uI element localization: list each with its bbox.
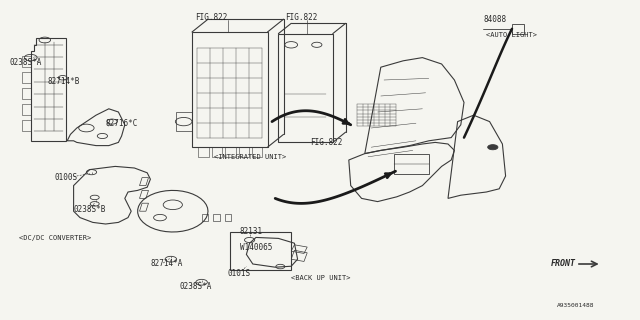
Bar xyxy=(22,72,31,83)
Text: FRONT: FRONT xyxy=(551,260,576,268)
Bar xyxy=(230,232,291,270)
Text: 0238S*A: 0238S*A xyxy=(10,58,42,67)
Text: <INTEGRATED UNIT>: <INTEGRATED UNIT> xyxy=(214,154,287,160)
Text: <BACK UP UNIT>: <BACK UP UNIT> xyxy=(291,276,351,281)
Bar xyxy=(22,120,31,131)
Text: FIG.822: FIG.822 xyxy=(195,13,228,22)
Bar xyxy=(225,147,236,157)
Bar xyxy=(212,147,222,157)
Bar xyxy=(512,24,524,34)
Text: 82131: 82131 xyxy=(240,228,263,236)
Text: 0100S: 0100S xyxy=(54,173,77,182)
Text: 82714*A: 82714*A xyxy=(150,260,183,268)
Bar xyxy=(22,104,31,115)
Text: <DC/DC CONVERTER>: <DC/DC CONVERTER> xyxy=(19,236,92,241)
Text: FIG.822: FIG.822 xyxy=(285,13,317,22)
Bar xyxy=(252,147,262,157)
Text: 0238S*B: 0238S*B xyxy=(74,205,106,214)
Text: 0101S: 0101S xyxy=(227,269,250,278)
Text: 0238S*A: 0238S*A xyxy=(179,282,212,291)
Text: W140065: W140065 xyxy=(240,244,273,252)
Bar xyxy=(278,34,333,142)
Circle shape xyxy=(488,145,498,150)
Bar xyxy=(22,56,31,67)
Text: FIG.822: FIG.822 xyxy=(310,138,343,147)
Text: 84088: 84088 xyxy=(483,15,506,24)
Bar xyxy=(198,147,209,157)
Text: 82716*C: 82716*C xyxy=(106,119,138,128)
Bar xyxy=(239,147,249,157)
Text: 82714*B: 82714*B xyxy=(48,77,81,86)
Bar xyxy=(394,154,429,174)
Text: <AUTO LIGHT>: <AUTO LIGHT> xyxy=(486,32,538,38)
Bar xyxy=(22,88,31,99)
Bar xyxy=(192,32,268,147)
Bar xyxy=(176,112,192,131)
Text: A935001488: A935001488 xyxy=(557,303,595,308)
